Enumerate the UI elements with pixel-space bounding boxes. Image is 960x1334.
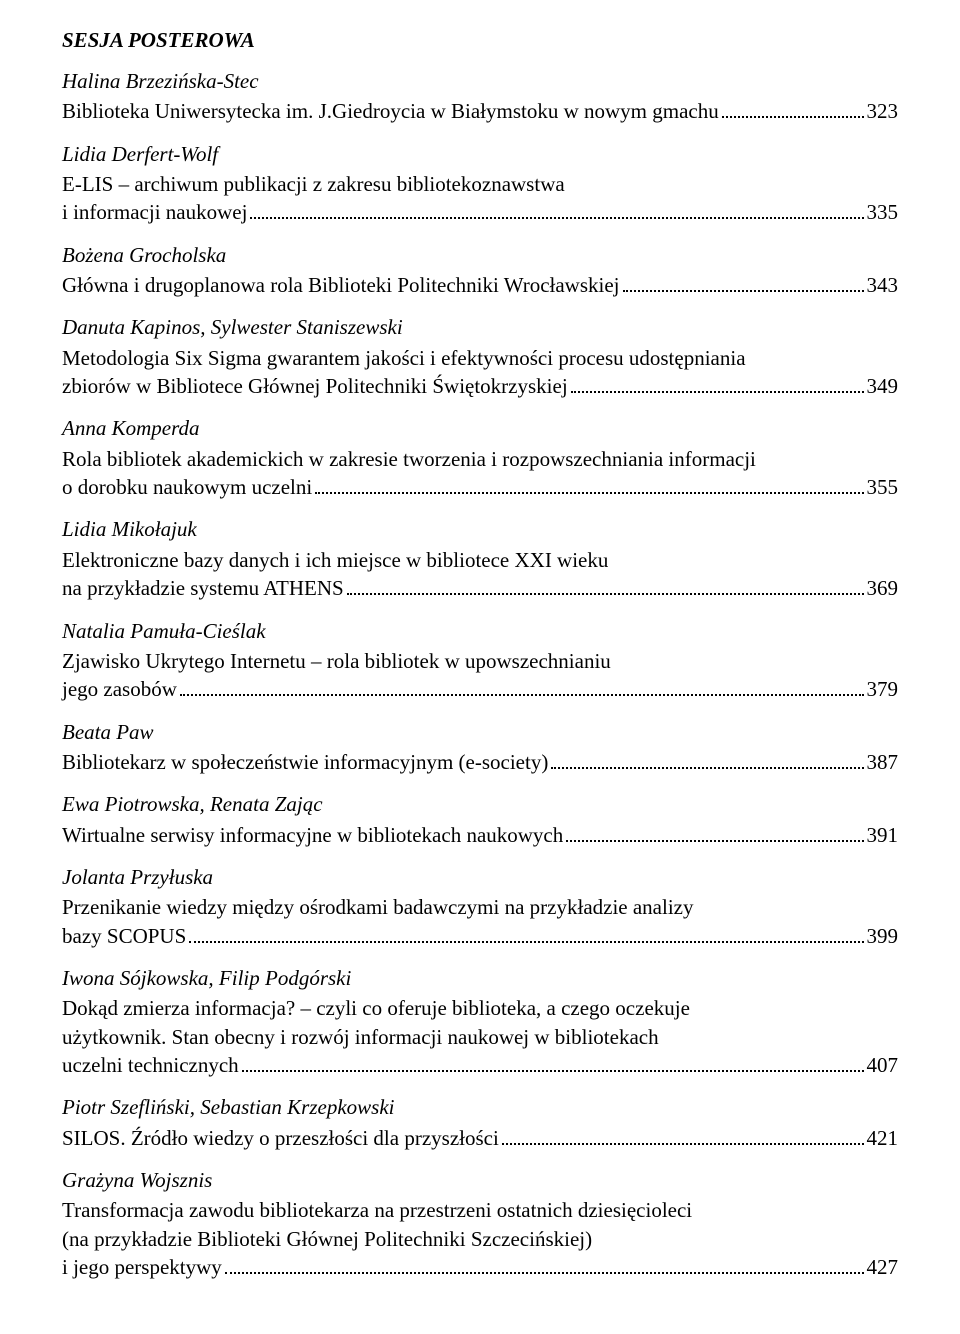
entry-title-text: i informacji naukowej <box>62 198 247 226</box>
entry-page-number: 427 <box>867 1253 899 1281</box>
toc-entry: Lidia Derfert-WolfE-LIS – archiwum publi… <box>62 140 898 227</box>
entry-title-line: o dorobku naukowym uczelni 355 <box>62 473 898 501</box>
entry-title-text: uczelni technicznych <box>62 1051 239 1079</box>
entry-author: Danuta Kapinos, Sylwester Staniszewski <box>62 313 898 341</box>
entry-author: Jolanta Przyłuska <box>62 863 898 891</box>
entry-title-cont: Transformacja zawodu bibliotekarza na pr… <box>62 1196 898 1224</box>
entry-page-number: 369 <box>867 574 899 602</box>
entry-title-text: jego zasobów <box>62 675 177 703</box>
dot-leaders <box>189 941 863 943</box>
entry-title-text: Wirtualne serwisy informacyjne w bibliot… <box>62 821 563 849</box>
entry-title-line: bazy SCOPUS 399 <box>62 922 898 950</box>
dot-leaders <box>571 391 864 393</box>
entry-title-text: o dorobku naukowym uczelni <box>62 473 312 501</box>
toc-entry: Danuta Kapinos, Sylwester Staniszewski Me… <box>62 313 898 400</box>
entry-title-cont: E-LIS – archiwum publikacji z zakresu bi… <box>62 170 898 198</box>
entry-title-cont: Elektroniczne bazy danych i ich miejsce … <box>62 546 898 574</box>
toc-entry: Piotr Szefliński, Sebastian Krzepkowski S… <box>62 1093 898 1152</box>
dot-leaders <box>250 217 863 219</box>
entry-title-line: zbiorów w Bibliotece Głównej Politechnik… <box>62 372 898 400</box>
entry-title-cont: Zjawisko Ukrytego Internetu – rola bibli… <box>62 647 898 675</box>
entry-title-text: zbiorów w Bibliotece Głównej Politechnik… <box>62 372 568 400</box>
toc-entry: Grażyna WojsznisTransformacja zawodu bib… <box>62 1166 898 1281</box>
entry-page-number: 343 <box>867 271 899 299</box>
dot-leaders <box>722 116 864 118</box>
entry-title-line: jego zasobów 379 <box>62 675 898 703</box>
toc-container: Halina Brzezińska-StecBiblioteka Uniwers… <box>62 67 898 1281</box>
entry-title-line: SILOS. Źródło wiedzy o przeszłości dla p… <box>62 1124 898 1152</box>
entry-title-line: Bibliotekarz w społeczeństwie informacyj… <box>62 748 898 776</box>
entry-page-number: 421 <box>867 1124 899 1152</box>
entry-title-line: Biblioteka Uniwersytecka im. J.Giedroyci… <box>62 97 898 125</box>
entry-author: Anna Komperda <box>62 414 898 442</box>
entry-page-number: 379 <box>867 675 899 703</box>
entry-title-line: Główna i drugoplanowa rola Biblioteki Po… <box>62 271 898 299</box>
entry-title-line: Wirtualne serwisy informacyjne w bibliot… <box>62 821 898 849</box>
toc-entry: Iwona Sójkowska, Filip PodgórskiDokąd zm… <box>62 964 898 1079</box>
entry-page-number: 387 <box>867 748 899 776</box>
entry-title-line: i jego perspektywy 427 <box>62 1253 898 1281</box>
dot-leaders <box>180 694 864 696</box>
entry-page-number: 355 <box>867 473 899 501</box>
entry-author: Grażyna Wojsznis <box>62 1166 898 1194</box>
entry-page-number: 323 <box>867 97 899 125</box>
entry-title-cont: Rola bibliotek akademickich w zakresie t… <box>62 445 898 473</box>
entry-author: Halina Brzezińska-Stec <box>62 67 898 95</box>
entry-author: Ewa Piotrowska, Renata Zając <box>62 790 898 818</box>
entry-page-number: 391 <box>867 821 899 849</box>
entry-title-text: Bibliotekarz w społeczeństwie informacyj… <box>62 748 548 776</box>
entry-title-text: na przykładzie systemu ATHENS <box>62 574 344 602</box>
entry-author: Bożena Grocholska <box>62 241 898 269</box>
toc-entry: Anna Komperda Rola bibliotek akademickich… <box>62 414 898 501</box>
entry-title-cont: Przenikanie wiedzy między ośrodkami bada… <box>62 893 898 921</box>
dot-leaders <box>242 1070 864 1072</box>
entry-author: Lidia Derfert-Wolf <box>62 140 898 168</box>
dot-leaders <box>551 767 863 769</box>
toc-entry: Ewa Piotrowska, Renata Zając Wirtualne se… <box>62 790 898 849</box>
entry-author: Lidia Mikołajuk <box>62 515 898 543</box>
entry-title-text: Biblioteka Uniwersytecka im. J.Giedroyci… <box>62 97 719 125</box>
dot-leaders <box>566 840 863 842</box>
entry-page-number: 399 <box>867 922 899 950</box>
dot-leaders <box>347 593 864 595</box>
entry-title-text: SILOS. Źródło wiedzy o przeszłości dla p… <box>62 1124 499 1152</box>
toc-entry: Halina Brzezińska-StecBiblioteka Uniwers… <box>62 67 898 126</box>
entry-title-text: bazy SCOPUS <box>62 922 186 950</box>
toc-entry: Jolanta PrzyłuskaPrzenikanie wiedzy międ… <box>62 863 898 950</box>
toc-entry: Natalia Pamuła-CieślakZjawisko Ukrytego … <box>62 617 898 704</box>
entry-author: Natalia Pamuła-Cieślak <box>62 617 898 645</box>
entry-title-cont2: (na przykładzie Biblioteki Głównej Polit… <box>62 1225 898 1253</box>
entry-author: Piotr Szefliński, Sebastian Krzepkowski <box>62 1093 898 1121</box>
entry-title-line: uczelni technicznych 407 <box>62 1051 898 1079</box>
toc-entry: Beata PawBibliotekarz w społeczeństwie i… <box>62 718 898 777</box>
entry-page-number: 335 <box>867 198 899 226</box>
entry-title-text: i jego perspektywy <box>62 1253 222 1281</box>
dot-leaders <box>225 1272 864 1274</box>
entry-page-number: 407 <box>867 1051 899 1079</box>
dot-leaders <box>623 290 864 292</box>
entry-title-line: i informacji naukowej 335 <box>62 198 898 226</box>
entry-title-cont: Metodologia Six Sigma gwarantem jakości … <box>62 344 898 372</box>
entry-title-line: na przykładzie systemu ATHENS 369 <box>62 574 898 602</box>
entry-title-cont2: użytkownik. Stan obecny i rozwój informa… <box>62 1023 898 1051</box>
entry-title-text: Główna i drugoplanowa rola Biblioteki Po… <box>62 271 620 299</box>
toc-entry: Lidia Mikołajuk Elektroniczne bazy danych… <box>62 515 898 602</box>
dot-leaders <box>315 492 863 494</box>
entry-page-number: 349 <box>867 372 899 400</box>
dot-leaders <box>502 1143 864 1145</box>
entry-title-cont: Dokąd zmierza informacja? – czyli co ofe… <box>62 994 898 1022</box>
entry-author: Iwona Sójkowska, Filip Podgórski <box>62 964 898 992</box>
entry-author: Beata Paw <box>62 718 898 746</box>
toc-entry: Bożena GrocholskaGłówna i drugoplanowa r… <box>62 241 898 300</box>
session-heading: SESJA POSTEROWA <box>62 28 898 53</box>
